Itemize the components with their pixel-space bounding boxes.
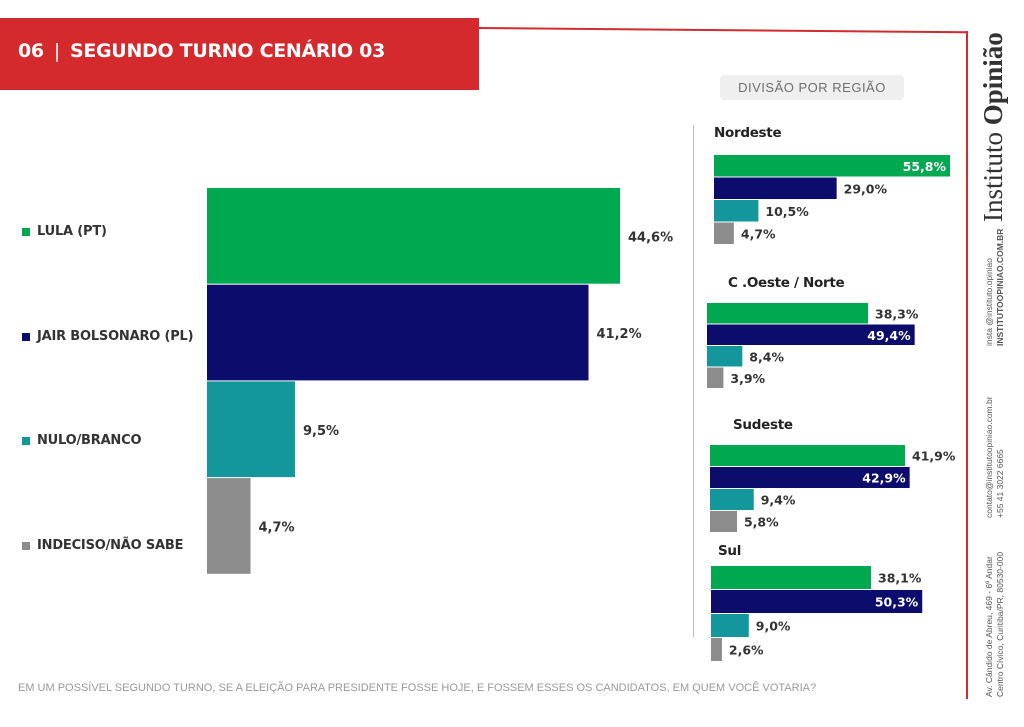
bar-nordeste-nulo <box>714 200 759 222</box>
header-band <box>0 18 479 90</box>
data-label-sul-indeciso: 2,6% <box>729 643 764 658</box>
region-title-coeste-norte: C .Oeste / Norte <box>728 275 845 291</box>
address-line-2: Centro Cívico, Curitiba/PR, 80530-000 <box>995 551 1005 697</box>
data-label-coeste-norte-nulo: 8,4% <box>749 349 784 364</box>
legend-swatch-indeciso <box>22 541 30 550</box>
data-label-sudeste-lula: 41,9% <box>912 449 956 464</box>
bar-sudeste-indeciso <box>710 511 737 532</box>
bar-nulo <box>207 381 295 478</box>
region-title-nordeste: Nordeste <box>714 125 782 141</box>
data-label-sudeste-indeciso: 5,8% <box>744 515 779 530</box>
bar-coeste-norte-lula <box>707 303 868 324</box>
address-line-1: Av. Cândido de Abreu, 469 - 6º Andar <box>984 556 994 697</box>
bar-nordeste-indeciso <box>714 222 734 244</box>
instagram-handle: insta @instituto.opiniao <box>984 257 994 346</box>
brand-first: Instituto <box>978 125 1008 222</box>
legend-item-bolsonaro: JAIR BOLSONARO (PL) <box>22 329 194 344</box>
legend-label: JAIR BOLSONARO (PL) <box>37 329 194 344</box>
bar-sul-nulo <box>711 614 749 637</box>
legend-item-nulo: NULO/BRANCO <box>22 433 142 448</box>
bar-indeciso <box>207 478 251 574</box>
email-text: contato@institutoopiniao.com.br <box>984 396 994 518</box>
legend-item-indeciso: INDECISO/NÃO SABE <box>22 538 183 553</box>
bar-sudeste-lula <box>710 445 905 466</box>
legend-swatch-nulo <box>22 436 30 445</box>
frame-line-right <box>966 31 968 699</box>
region-bar-charts: 55,8% 29,0% 10,5% 4,7% 38,3% 49,4% 8,4% 3,9% 41,… <box>707 155 956 661</box>
data-label-sudeste-nulo: 9,4% <box>761 493 796 508</box>
bar-coeste-norte-bolsonaro <box>707 324 915 345</box>
bar-coeste-norte-indeciso <box>707 367 724 388</box>
bar-sudeste-nulo <box>710 489 754 510</box>
bar-coeste-norte-nulo <box>707 346 743 367</box>
bar-lula <box>207 188 620 284</box>
title-separator: | <box>53 40 60 62</box>
data-label-sul-bolsonaro: 50,3% <box>875 595 919 610</box>
survey-question-footnote: EM UM POSSÍVEL SEGUNDO TURNO, SE A ELEIÇ… <box>18 682 817 694</box>
bar-nordeste-bolsonaro <box>714 177 837 199</box>
legend-item-lula: LULA (PT) <box>22 224 107 239</box>
legend-label: INDECISO/NÃO SABE <box>37 538 184 553</box>
data-label-bolsonaro: 41,2% <box>597 327 642 342</box>
region-title-sudeste: Sudeste <box>733 417 793 433</box>
data-label-sudeste-bolsonaro: 42,9% <box>862 471 906 486</box>
bar-bolsonaro <box>207 284 589 381</box>
website-text: INSTITUTOOPINIAO.COM.BR <box>995 228 1005 346</box>
page-title: 06 | SEGUNDO TURNO CENÁRIO 03 <box>18 40 385 62</box>
data-label-coeste-norte-indeciso: 3,9% <box>730 371 765 386</box>
brand-text: Instituto Opinião <box>978 32 1009 222</box>
bar-sul-bolsonaro <box>711 590 923 613</box>
data-label-nordeste-bolsonaro: 29,0% <box>844 181 888 196</box>
data-label-nordeste-indeciso: 4,7% <box>741 226 776 241</box>
data-label-coeste-norte-bolsonaro: 49,4% <box>867 328 911 343</box>
legend-label: LULA (PT) <box>37 224 107 239</box>
bar-sul-indeciso <box>711 638 722 661</box>
data-label-sul-nulo: 9,0% <box>756 619 791 634</box>
bar-nordeste-lula <box>714 155 950 177</box>
data-label-coeste-norte-lula: 38,3% <box>875 306 919 321</box>
page-number: 06 <box>18 40 44 62</box>
region-divider <box>693 125 694 637</box>
region-heading: DIVISÃO POR REGIÃO <box>720 75 904 100</box>
bar-sudeste-bolsonaro <box>710 467 910 488</box>
data-label-nordeste-lula: 55,8% <box>903 159 947 174</box>
legend-label: NULO/BRANCO <box>37 433 142 448</box>
data-label-lula: 44,6% <box>628 230 673 245</box>
region-title-sul: Sul <box>718 543 742 559</box>
phone-text: +55 41 3022 6665 <box>995 449 1005 518</box>
page-title-text: SEGUNDO TURNO CENÁRIO 03 <box>69 40 386 62</box>
data-label-nordeste-nulo: 10,5% <box>765 204 809 219</box>
legend-swatch-bolsonaro <box>22 332 30 341</box>
bar-sul-lula <box>711 566 871 589</box>
data-label-indeciso: 4,7% <box>259 520 295 535</box>
brand-second: Opinião <box>978 32 1008 126</box>
legend-swatch-lula <box>22 227 30 236</box>
main-bar-chart: 44,6% 41,2% 9,5% 4,7% <box>207 188 673 574</box>
data-label-sul-lula: 38,1% <box>878 571 922 586</box>
data-label-nulo: 9,5% <box>303 424 339 439</box>
